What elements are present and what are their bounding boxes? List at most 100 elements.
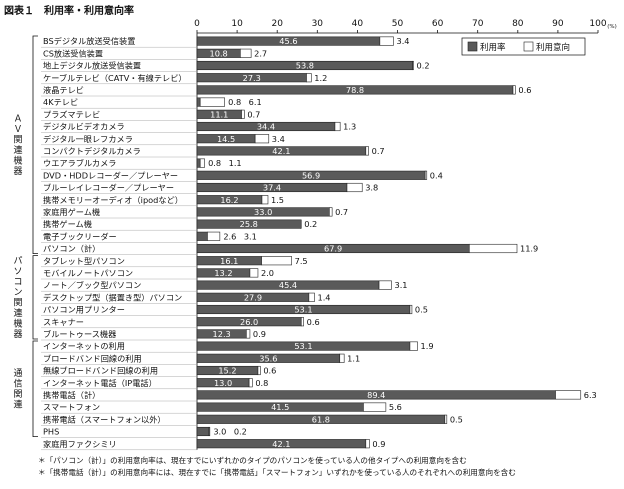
category-label: ブルーレイレコーダー／プレーヤー: [43, 183, 174, 193]
category-label: パソコン用プリンター: [43, 305, 125, 315]
category-label: インターネットの利用: [43, 341, 125, 351]
value-label-intention: 0.9: [253, 329, 266, 339]
bar-intention: [241, 109, 245, 119]
value-label-usage: 10.8: [210, 48, 228, 58]
value-label-intention: 1.3: [343, 122, 356, 132]
bar-intention: [248, 378, 253, 388]
value-label-intention: 3.1: [394, 280, 407, 290]
value-label-intention: 1.4: [317, 292, 330, 302]
x-axis-unit: (%): [607, 24, 617, 30]
category-label: デジタル一眼レフカメラ: [43, 134, 133, 144]
bar-intention: [300, 317, 304, 327]
bar-usage: [196, 97, 201, 107]
bar-intention: [208, 426, 211, 437]
bar-usage: [196, 426, 210, 437]
x-tick-label: 60: [432, 19, 444, 29]
category-label: コンパクトデジタルカメラ: [43, 146, 141, 156]
footnote-1: ＊「パソコン（計）」の利用意向率は、現在すでにいずれかのタイプのパソコンを使って…: [38, 456, 467, 465]
bar-intention: [261, 195, 269, 205]
value-label-usage: 26.0: [240, 317, 258, 327]
value-label-intention: 0.4: [430, 170, 443, 180]
category-label: 携帯電話（スマートフォン以外）: [43, 414, 166, 424]
value-label-intention: 3.4: [272, 134, 285, 144]
bar-intention: [308, 292, 315, 302]
category-label: デジタルビデオカメラ: [43, 122, 125, 132]
category-label: ブロードバンド回線の利用: [43, 353, 142, 363]
value-label-usage: 45.4: [279, 280, 297, 290]
category-label: 液晶テレビ: [43, 85, 84, 95]
group-bracket: [32, 255, 38, 340]
category-label: 地上デジタル放送受信装置: [43, 61, 141, 71]
legend-swatch-usage: [467, 41, 478, 52]
bar-intention: [207, 231, 221, 241]
value-label-usage: 67.9: [324, 244, 342, 254]
x-tick-label: 30: [312, 19, 324, 29]
value-label-usage: 2.6: [223, 231, 236, 241]
value-label-usage: 53.1: [294, 341, 312, 351]
bar-intention: [512, 85, 516, 95]
legend-box: [461, 37, 586, 56]
value-label-usage: 15.2: [218, 366, 236, 376]
group-bracket: [32, 340, 38, 437]
category-label: ノート／ブック型パソコン: [43, 280, 141, 290]
bar-intention: [444, 414, 448, 424]
category-label: PHS: [43, 427, 59, 437]
value-label-usage: 27.3: [243, 73, 261, 83]
value-label-intention: 0.7: [247, 109, 260, 119]
value-label-usage: 37.4: [263, 183, 281, 193]
group-label: ＡＶ関連機器: [13, 115, 22, 178]
value-label-usage: 45.6: [279, 36, 297, 46]
bar-intention: [365, 439, 370, 449]
bar-intention: [363, 402, 387, 412]
value-label-usage: 61.8: [312, 414, 330, 424]
category-label: デスクトップ型（据置き型）パソコン: [43, 292, 182, 302]
value-label-intention: 1.1: [347, 353, 360, 363]
bar-usage: [196, 231, 208, 241]
category-label: 携帯電話（計）: [43, 390, 100, 400]
category-label: パソコン（計）: [43, 244, 100, 254]
value-label-intention: 0.6: [518, 85, 531, 95]
value-label-intention: 1.9: [421, 341, 434, 351]
value-label-usage: 41.5: [271, 402, 289, 412]
bar-intention: [379, 36, 394, 46]
footnote-2: ＊「携帯電話（計）」の利用意向率には、現在すでに「携帯電話」「スマートフォン」い…: [38, 468, 516, 477]
bar-intention: [424, 170, 428, 180]
category-label: BSデジタル放送受信装置: [43, 36, 135, 46]
bar-intention: [334, 121, 341, 132]
value-label-usage: 42.1: [272, 146, 290, 156]
value-label-usage: 25.8: [240, 219, 258, 229]
value-label-usage: 0.8: [208, 158, 221, 168]
value-label-intention: 1.2: [314, 73, 327, 83]
group-bracket: [32, 35, 38, 254]
bar-intention: [409, 341, 418, 351]
category-label: ブルートゥース機器: [43, 329, 116, 339]
bar-intention: [254, 134, 270, 144]
bar-intention: [412, 60, 414, 71]
value-label-usage: 14.5: [217, 134, 235, 144]
bar-intention: [378, 280, 392, 290]
value-label-intention: 7.5: [295, 256, 308, 266]
value-label-intention: 0.2: [417, 61, 430, 71]
x-tick-label: 20: [271, 19, 283, 29]
bar-intention: [468, 243, 518, 254]
category-label: ウエアラブルカメラ: [43, 158, 116, 168]
category-label: プラズマテレビ: [43, 109, 100, 119]
category-label: 携帯メモリーオーディオ（ipodなど）: [43, 195, 183, 205]
value-label-usage: 78.8: [346, 85, 364, 95]
value-label-intention: 3.1: [244, 231, 257, 241]
legend-swatch-intention: [523, 41, 534, 52]
value-label-usage: 13.2: [214, 268, 232, 278]
value-label-intention: 5.6: [389, 402, 402, 412]
bar-intention: [555, 390, 582, 400]
value-label-intention: 3.4: [396, 36, 409, 46]
value-label-intention: 2.0: [261, 268, 274, 278]
category-label: タブレット型パソコン: [43, 256, 125, 266]
value-label-usage: 0.8: [228, 97, 241, 107]
bar-intention: [300, 219, 302, 229]
category-label: スマートフォン: [43, 402, 100, 412]
value-label-intention: 11.9: [520, 244, 538, 254]
x-tick-label: 40: [352, 19, 364, 29]
category-label: インターネット電話（IP電話）: [43, 378, 157, 388]
value-label-intention: 3.8: [365, 183, 378, 193]
x-tick-label: 0: [194, 19, 200, 29]
